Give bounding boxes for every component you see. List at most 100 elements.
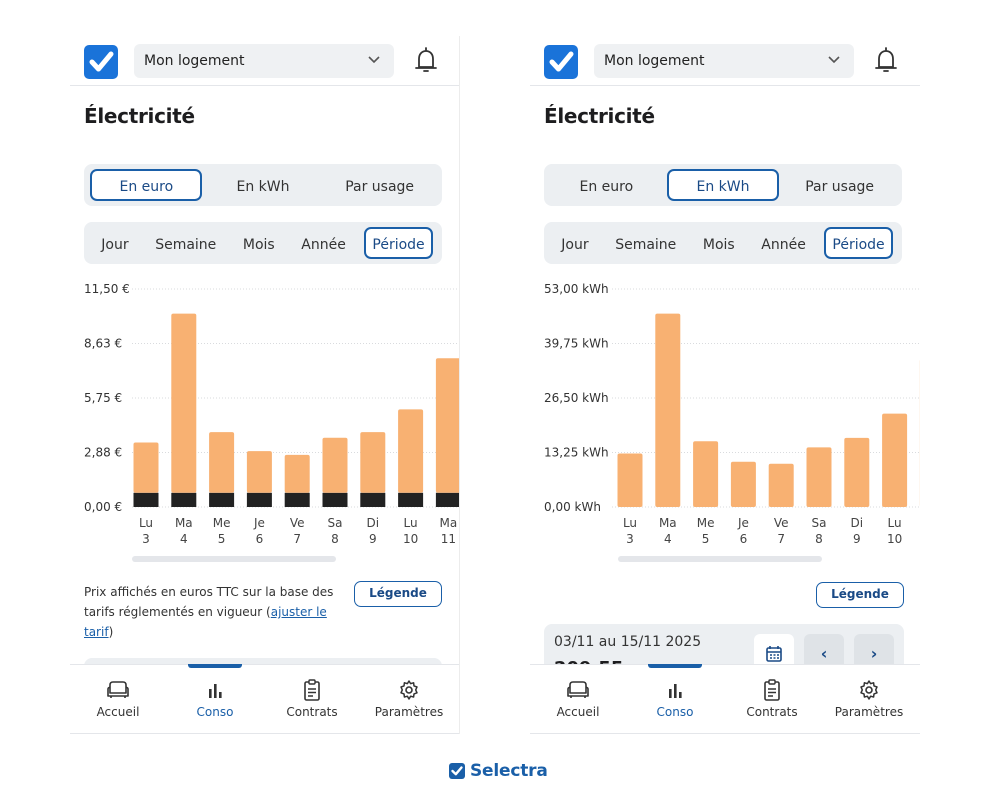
x-tick-day: Ma xyxy=(440,516,458,530)
nav-conso[interactable]: Conso xyxy=(627,679,723,719)
gear-icon xyxy=(860,680,878,700)
nav-contrats[interactable]: Contrats xyxy=(724,679,820,719)
bar-consommation xyxy=(171,313,197,493)
chevron-down-icon xyxy=(368,56,380,64)
x-tick-date: 7 xyxy=(777,532,785,546)
bar-consommation xyxy=(617,453,643,507)
tab-annee[interactable]: Année xyxy=(761,237,806,253)
bar-abonnement xyxy=(246,492,272,507)
bar-consommation xyxy=(435,358,459,493)
bar-abonnement xyxy=(209,492,235,507)
clipboard-icon xyxy=(304,679,320,701)
tab-semaine[interactable]: Semaine xyxy=(615,237,677,253)
page-title: Électricité xyxy=(84,104,195,128)
nav-accueil-label: Accueil xyxy=(556,705,600,719)
x-tick-day: Di xyxy=(851,516,864,530)
bar-consommation xyxy=(360,432,386,493)
tab-par-usage[interactable]: Par usage xyxy=(345,179,415,195)
nav-accueil-label: Accueil xyxy=(96,705,140,719)
bar-consommation xyxy=(209,432,235,493)
bell-icon[interactable] xyxy=(874,47,898,75)
period-range: 03/11 au 15/11 2025 xyxy=(554,634,702,650)
consumption-chart-kwh: 0,00 kWh 13,25 kWh 26,50 kWh 39,75 kWh 53,00… xyxy=(544,282,920,546)
x-tick-date: 8 xyxy=(331,532,339,546)
tab-en-kwh[interactable]: En kWh xyxy=(236,179,290,195)
tab-en-kwh[interactable]: En kWh xyxy=(666,169,779,201)
x-tick-day: Lu xyxy=(888,516,902,530)
x-tick-date: 3 xyxy=(142,532,150,546)
nav-contrats-label: Contrats xyxy=(286,705,338,719)
nav-conso-label: Conso xyxy=(196,705,234,719)
y-tick-label: 11,50 € xyxy=(84,282,130,296)
tab-jour[interactable]: Jour xyxy=(101,237,129,253)
x-tick-date: 3 xyxy=(626,532,634,546)
page-title: Électricité xyxy=(544,104,655,128)
tab-annee[interactable]: Année xyxy=(301,237,346,253)
check-logo-icon[interactable] xyxy=(84,45,118,79)
period-tabs: Jour Semaine Mois Année Période xyxy=(544,222,902,264)
price-note-text: Prix affichés en euros TTC sur la base d… xyxy=(84,585,334,619)
x-tick-day: Je xyxy=(253,516,265,530)
x-tick-date: 7 xyxy=(293,532,301,546)
nav-accueil[interactable]: Accueil xyxy=(530,679,626,719)
x-tick-day: Me xyxy=(697,516,715,530)
nav-parametres[interactable]: Paramètres xyxy=(821,679,917,719)
x-tick-date: 4 xyxy=(180,532,188,546)
tab-en-euro[interactable]: En euro xyxy=(579,179,634,195)
unit-tabs: En euro En kWh Par usage xyxy=(544,164,902,206)
nav-conso-label: Conso xyxy=(656,705,694,719)
housing-select[interactable]: Mon logement xyxy=(594,44,854,78)
sofa-icon xyxy=(567,681,589,698)
tab-semaine[interactable]: Semaine xyxy=(155,237,217,253)
bar-consommation xyxy=(882,413,908,507)
bar-abonnement xyxy=(133,492,159,507)
housing-select-value: Mon logement xyxy=(604,53,705,69)
bar-consommation xyxy=(730,461,756,507)
bar-abonnement xyxy=(322,492,348,507)
chart-scrollbar[interactable] xyxy=(618,556,822,562)
bar-consommation xyxy=(246,451,272,493)
x-tick-day: Me xyxy=(213,516,231,530)
chart-scrollbar[interactable] xyxy=(132,556,336,562)
y-tick-label: 26,50 kWh xyxy=(544,391,609,405)
tab-mois[interactable]: Mois xyxy=(242,237,275,253)
gear-icon xyxy=(400,680,418,700)
bar-abonnement xyxy=(435,492,459,507)
legend-button[interactable]: Légende xyxy=(816,582,904,608)
active-tab-indicator xyxy=(188,664,242,668)
x-tick-day: Lu xyxy=(404,516,418,530)
tab-par-usage[interactable]: Par usage xyxy=(805,179,875,195)
bar-abonnement xyxy=(360,492,386,507)
bar-consommation xyxy=(844,437,870,507)
x-tick-date: 5 xyxy=(218,532,226,546)
x-tick-day: Ve xyxy=(290,516,305,530)
bar-chart-icon xyxy=(209,684,222,698)
nav-accueil[interactable]: Accueil xyxy=(70,679,166,719)
y-tick-label: 5,75 € xyxy=(84,391,122,405)
nav-contrats[interactable]: Contrats xyxy=(264,679,360,719)
y-tick-label: 0,00 kWh xyxy=(544,500,601,514)
tab-en-euro[interactable]: En euro xyxy=(90,169,203,201)
x-tick-day: Je xyxy=(737,516,749,530)
bell-icon[interactable] xyxy=(414,47,438,75)
x-tick-day: Sa xyxy=(328,516,343,530)
tab-periode[interactable]: Période xyxy=(824,227,893,259)
x-tick-date: 4 xyxy=(664,532,672,546)
nav-parametres[interactable]: Paramètres xyxy=(361,679,457,719)
x-tick-day: Ve xyxy=(774,516,789,530)
y-tick-label: 8,63 € xyxy=(84,337,122,351)
period-tabs: Jour Semaine Mois Année Période xyxy=(84,222,442,264)
x-tick-day: Ma xyxy=(175,516,193,530)
tab-periode[interactable]: Période xyxy=(364,227,433,259)
adjust-tariff-link[interactable]: ajuster le tarif xyxy=(84,605,327,639)
legend-button[interactable]: Légende xyxy=(354,581,442,607)
y-tick-label: 53,00 kWh xyxy=(544,282,609,296)
bar-chart-icon xyxy=(669,684,682,698)
nav-conso[interactable]: Conso xyxy=(167,679,263,719)
tab-jour[interactable]: Jour xyxy=(561,237,589,253)
housing-select[interactable]: Mon logement xyxy=(134,44,394,78)
check-logo-icon[interactable] xyxy=(544,45,578,79)
x-tick-date: 5 xyxy=(702,532,710,546)
tab-mois[interactable]: Mois xyxy=(702,237,735,253)
phone-screen-kwh: Mon logement Électricité En euro En kWh … xyxy=(530,36,920,734)
